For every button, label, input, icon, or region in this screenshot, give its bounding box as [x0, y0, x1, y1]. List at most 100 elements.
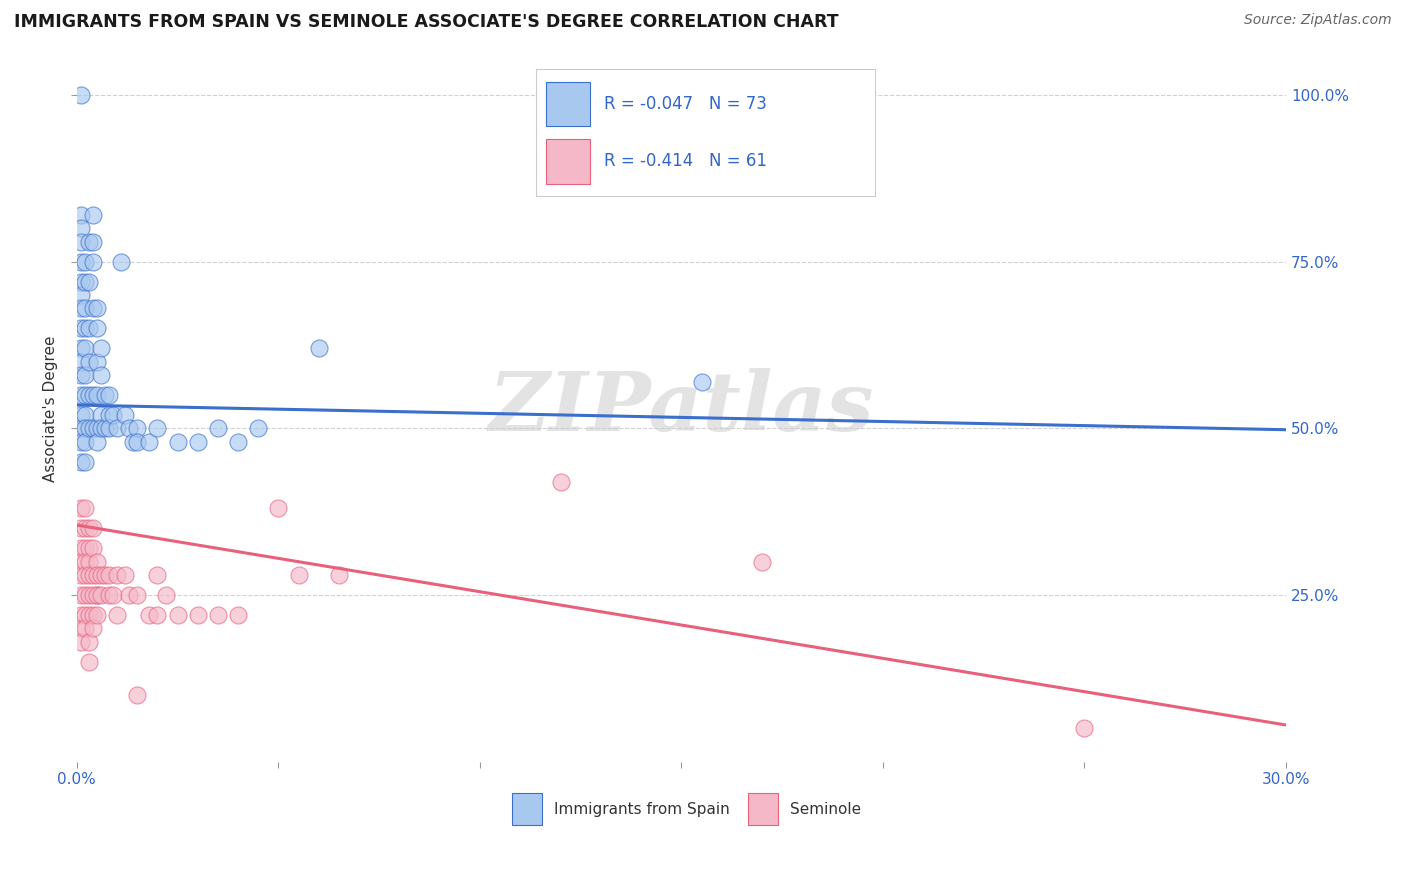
Point — [82, 607, 104, 622]
Text: ZIPatlas: ZIPatlas — [489, 368, 875, 449]
Point — [77, 655, 100, 669]
Point — [70, 455, 93, 469]
Point — [86, 588, 108, 602]
Point — [127, 588, 149, 602]
Point — [77, 568, 100, 582]
Point — [751, 555, 773, 569]
Point — [77, 555, 100, 569]
Point — [73, 408, 96, 422]
Point — [73, 342, 96, 356]
Point — [70, 521, 93, 535]
Point — [77, 521, 100, 535]
Point — [73, 301, 96, 316]
Point — [73, 521, 96, 535]
Point — [70, 634, 93, 648]
Point — [73, 455, 96, 469]
Point — [105, 607, 128, 622]
Point — [114, 568, 136, 582]
Point — [127, 434, 149, 449]
Point — [226, 607, 249, 622]
Point — [73, 621, 96, 635]
Point — [70, 321, 93, 335]
Point — [90, 421, 112, 435]
Point — [70, 388, 93, 402]
Point — [187, 607, 209, 622]
Point — [226, 434, 249, 449]
Text: IMMIGRANTS FROM SPAIN VS SEMINOLE ASSOCIATE'S DEGREE CORRELATION CHART: IMMIGRANTS FROM SPAIN VS SEMINOLE ASSOCI… — [14, 13, 839, 31]
Point — [70, 501, 93, 516]
Point — [70, 221, 93, 235]
Point — [86, 607, 108, 622]
Point — [73, 501, 96, 516]
Point — [146, 421, 169, 435]
Point — [308, 342, 330, 356]
Point — [86, 301, 108, 316]
Point — [690, 375, 713, 389]
Point — [82, 254, 104, 268]
Point — [77, 634, 100, 648]
Bar — [748, 794, 778, 825]
Point — [73, 388, 96, 402]
Point — [70, 541, 93, 556]
Point — [138, 607, 160, 622]
Point — [94, 421, 117, 435]
Point — [267, 501, 290, 516]
Point — [118, 421, 141, 435]
Point — [77, 235, 100, 249]
Point — [77, 588, 100, 602]
Point — [114, 408, 136, 422]
Point — [550, 475, 572, 489]
Point — [73, 607, 96, 622]
Point — [187, 434, 209, 449]
Bar — [512, 794, 543, 825]
Point — [82, 521, 104, 535]
Point — [77, 355, 100, 369]
Point — [98, 408, 121, 422]
Point — [82, 588, 104, 602]
Point — [82, 621, 104, 635]
Point — [77, 541, 100, 556]
Point — [166, 434, 188, 449]
Point — [146, 607, 169, 622]
Point — [105, 568, 128, 582]
Point — [86, 434, 108, 449]
Point — [82, 301, 104, 316]
Point — [70, 208, 93, 222]
Point — [127, 421, 149, 435]
Point — [82, 388, 104, 402]
Point — [77, 388, 100, 402]
Point — [70, 568, 93, 582]
Point — [86, 355, 108, 369]
Point — [70, 342, 93, 356]
Point — [82, 568, 104, 582]
Point — [73, 421, 96, 435]
Point — [70, 607, 93, 622]
Point — [94, 568, 117, 582]
Point — [86, 588, 108, 602]
Point — [90, 568, 112, 582]
Point — [86, 421, 108, 435]
Point — [82, 421, 104, 435]
Point — [73, 588, 96, 602]
Point — [86, 321, 108, 335]
Point — [98, 568, 121, 582]
Point — [86, 388, 108, 402]
Point — [146, 568, 169, 582]
Point — [247, 421, 270, 435]
Point — [166, 607, 188, 622]
Point — [122, 434, 145, 449]
Point — [73, 254, 96, 268]
Point — [77, 607, 100, 622]
Point — [98, 388, 121, 402]
Point — [82, 208, 104, 222]
Point — [70, 288, 93, 302]
Point — [287, 568, 309, 582]
Point — [70, 301, 93, 316]
Point — [73, 568, 96, 582]
Y-axis label: Associate's Degree: Associate's Degree — [44, 335, 58, 482]
Point — [589, 121, 612, 136]
Text: Seminole: Seminole — [790, 802, 862, 817]
Point — [70, 621, 93, 635]
Point — [118, 588, 141, 602]
Point — [73, 541, 96, 556]
